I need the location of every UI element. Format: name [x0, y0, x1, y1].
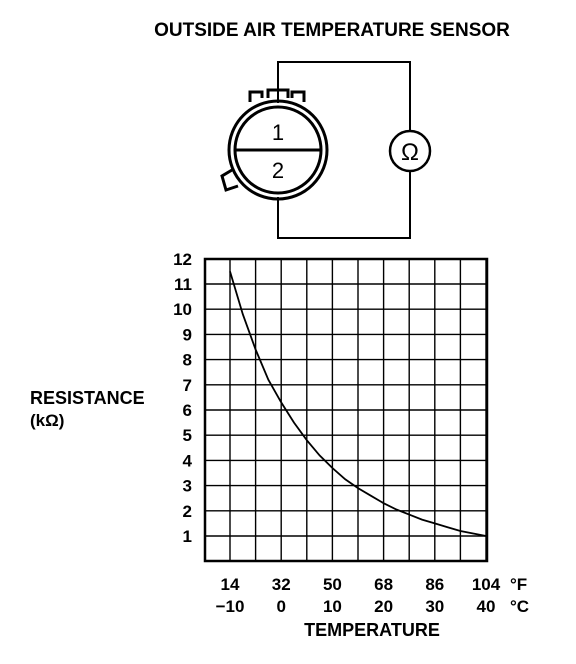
x-tick-label-c: −10	[216, 597, 245, 616]
y-tick-label: 10	[173, 300, 192, 319]
x-tick-label-c: 40	[477, 597, 496, 616]
y-tick-label: 8	[183, 351, 192, 370]
x-tick-label-f: 86	[425, 575, 444, 594]
y-tick-label: 6	[183, 401, 192, 420]
y-tick-label: 12	[173, 250, 192, 269]
ohmmeter-symbol: Ω	[401, 139, 419, 166]
test-lead-bottom	[277, 171, 411, 239]
data-series-curve	[229, 271, 487, 537]
connector-latch	[220, 168, 239, 192]
y-axis-label: RESISTANCE	[30, 388, 145, 408]
ohmmeter-icon: Ω	[388, 129, 432, 173]
x-tick-label-f: 50	[323, 575, 342, 594]
y-tick-label: 1	[183, 527, 192, 546]
test-lead-top	[277, 61, 411, 131]
y-axis-unit: (kΩ)	[30, 411, 64, 430]
x-tick-label-c: 20	[374, 597, 393, 616]
y-tick-label: 4	[183, 451, 193, 470]
x-tick-label-c: 30	[425, 597, 444, 616]
pin-2-label: 2	[272, 158, 284, 183]
y-tick-label: 9	[183, 325, 192, 344]
y-tick-label: 7	[183, 376, 192, 395]
x-unit-celsius: °C	[510, 597, 529, 616]
x-tick-label-f: 32	[272, 575, 291, 594]
x-axis-ticks-fahrenheit: 14 32 50 68 86 104	[221, 575, 501, 594]
sensor-diagram: 1 2 Ω	[220, 61, 432, 239]
x-axis-label: TEMPERATURE	[304, 620, 440, 640]
x-tick-label-f: 104	[472, 575, 501, 594]
y-tick-label: 3	[183, 477, 192, 496]
y-tick-label: 11	[174, 275, 192, 294]
chart-frame	[203, 257, 489, 563]
chart-grid	[205, 258, 487, 561]
x-tick-label-c: 0	[276, 597, 285, 616]
pin-1-label: 1	[272, 120, 284, 145]
figure-title: OUTSIDE AIR TEMPERATURE SENSOR	[154, 20, 510, 41]
x-tick-label-f: 68	[374, 575, 393, 594]
x-tick-label-c: 10	[323, 597, 342, 616]
x-axis-ticks-celsius: −10 0 10 20 30 40	[216, 597, 496, 616]
y-tick-label: 2	[183, 502, 192, 521]
x-tick-label-f: 14	[221, 575, 240, 594]
y-tick-label: 5	[183, 426, 192, 445]
x-unit-fahrenheit: °F	[510, 575, 527, 594]
